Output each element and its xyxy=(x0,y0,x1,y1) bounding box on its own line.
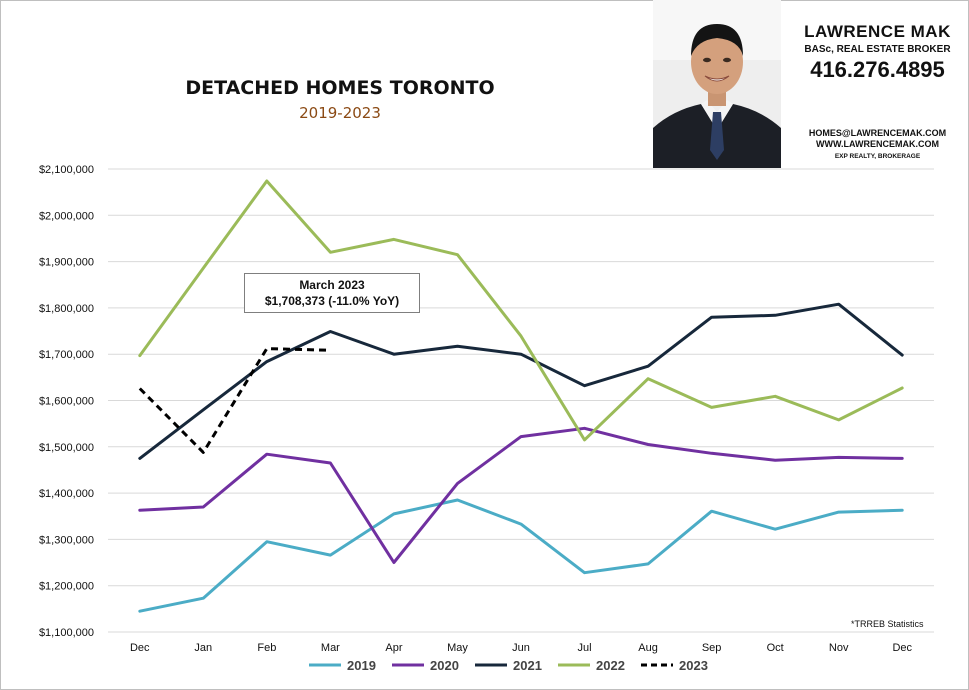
x-tick-label: Dec xyxy=(892,642,912,654)
annotation-value: $1,708,373 (-11.0% YoY) xyxy=(264,294,400,308)
x-tick-label: Mar xyxy=(321,642,340,654)
y-tick-label: $1,100,000 xyxy=(39,627,94,639)
y-tick-label: $1,200,000 xyxy=(39,581,94,593)
legend: 2019 2020 2021 2022 2023 xyxy=(309,658,708,673)
agent-photo xyxy=(653,0,781,168)
chart-title: DETACHED HOMES TORONTO xyxy=(185,77,495,99)
y-tick-label: $1,800,000 xyxy=(39,303,94,315)
x-tick-label: Nov xyxy=(829,642,849,654)
y-tick-label: $2,000,000 xyxy=(39,210,94,222)
x-axis-ticks: Dec Jan Feb Mar Apr May Jun Jul Aug Sep Oct Nov Dec xyxy=(130,642,913,654)
agent-website: WWW.LAWRENCEMAK.COM xyxy=(816,139,939,149)
x-tick-label: Jul xyxy=(578,642,592,654)
series-line-2021 xyxy=(138,302,904,460)
y-tick-label: $2,100,000 xyxy=(39,164,94,176)
source-note: *TRREB Statistics xyxy=(851,619,924,629)
x-tick-label: Apr xyxy=(385,642,402,654)
y-tick-label: $1,600,000 xyxy=(39,396,94,408)
agent-name: LAWRENCE MAK xyxy=(804,22,951,41)
x-tick-label: Oct xyxy=(767,642,784,654)
legend-label-2020: 2020 xyxy=(430,658,459,673)
x-tick-label: May xyxy=(447,642,468,654)
y-tick-label: $1,900,000 xyxy=(39,257,94,269)
series-line-2020 xyxy=(138,426,904,564)
x-tick-label: Feb xyxy=(257,642,276,654)
x-tick-label: Sep xyxy=(702,642,722,654)
y-axis-ticks: $1,100,000 $1,200,000 $1,300,000 $1,400,000… xyxy=(39,164,94,639)
x-tick-label: Jan xyxy=(194,642,212,654)
y-tick-label: $1,300,000 xyxy=(39,534,94,546)
series-line-2019 xyxy=(138,498,904,613)
x-tick-label: Jun xyxy=(512,642,530,654)
series-line-2023 xyxy=(138,347,331,454)
y-tick-label: $1,700,000 xyxy=(39,349,94,361)
legend-label-2022: 2022 xyxy=(596,658,625,673)
legend-label-2019: 2019 xyxy=(347,658,376,673)
series-line-2022 xyxy=(138,179,904,442)
chart-subtitle: 2019-2023 xyxy=(299,104,381,122)
gridlines xyxy=(108,168,934,633)
agent-portrait-image xyxy=(653,0,781,168)
agent-credentials: BASc, REAL ESTATE BROKER xyxy=(804,44,951,55)
legend-label-2021: 2021 xyxy=(513,658,542,673)
y-tick-label: $1,500,000 xyxy=(39,442,94,454)
annotation-title: March 2023 xyxy=(299,278,365,292)
series-lines xyxy=(138,179,904,613)
annotation-callout: March 2023 $1,708,373 (-11.0% YoY) xyxy=(244,273,420,313)
agent-phone: 416.276.4895 xyxy=(810,57,945,82)
legend-label-2023: 2023 xyxy=(679,658,708,673)
agent-email: HOMES@LAWRENCEMAK.COM xyxy=(808,128,947,138)
agent-brokerage: EXP REALTY, BROKERAGE xyxy=(834,153,921,160)
y-tick-label: $1,400,000 xyxy=(39,488,94,500)
x-tick-label: Dec xyxy=(130,642,150,654)
x-tick-label: Aug xyxy=(638,642,658,654)
